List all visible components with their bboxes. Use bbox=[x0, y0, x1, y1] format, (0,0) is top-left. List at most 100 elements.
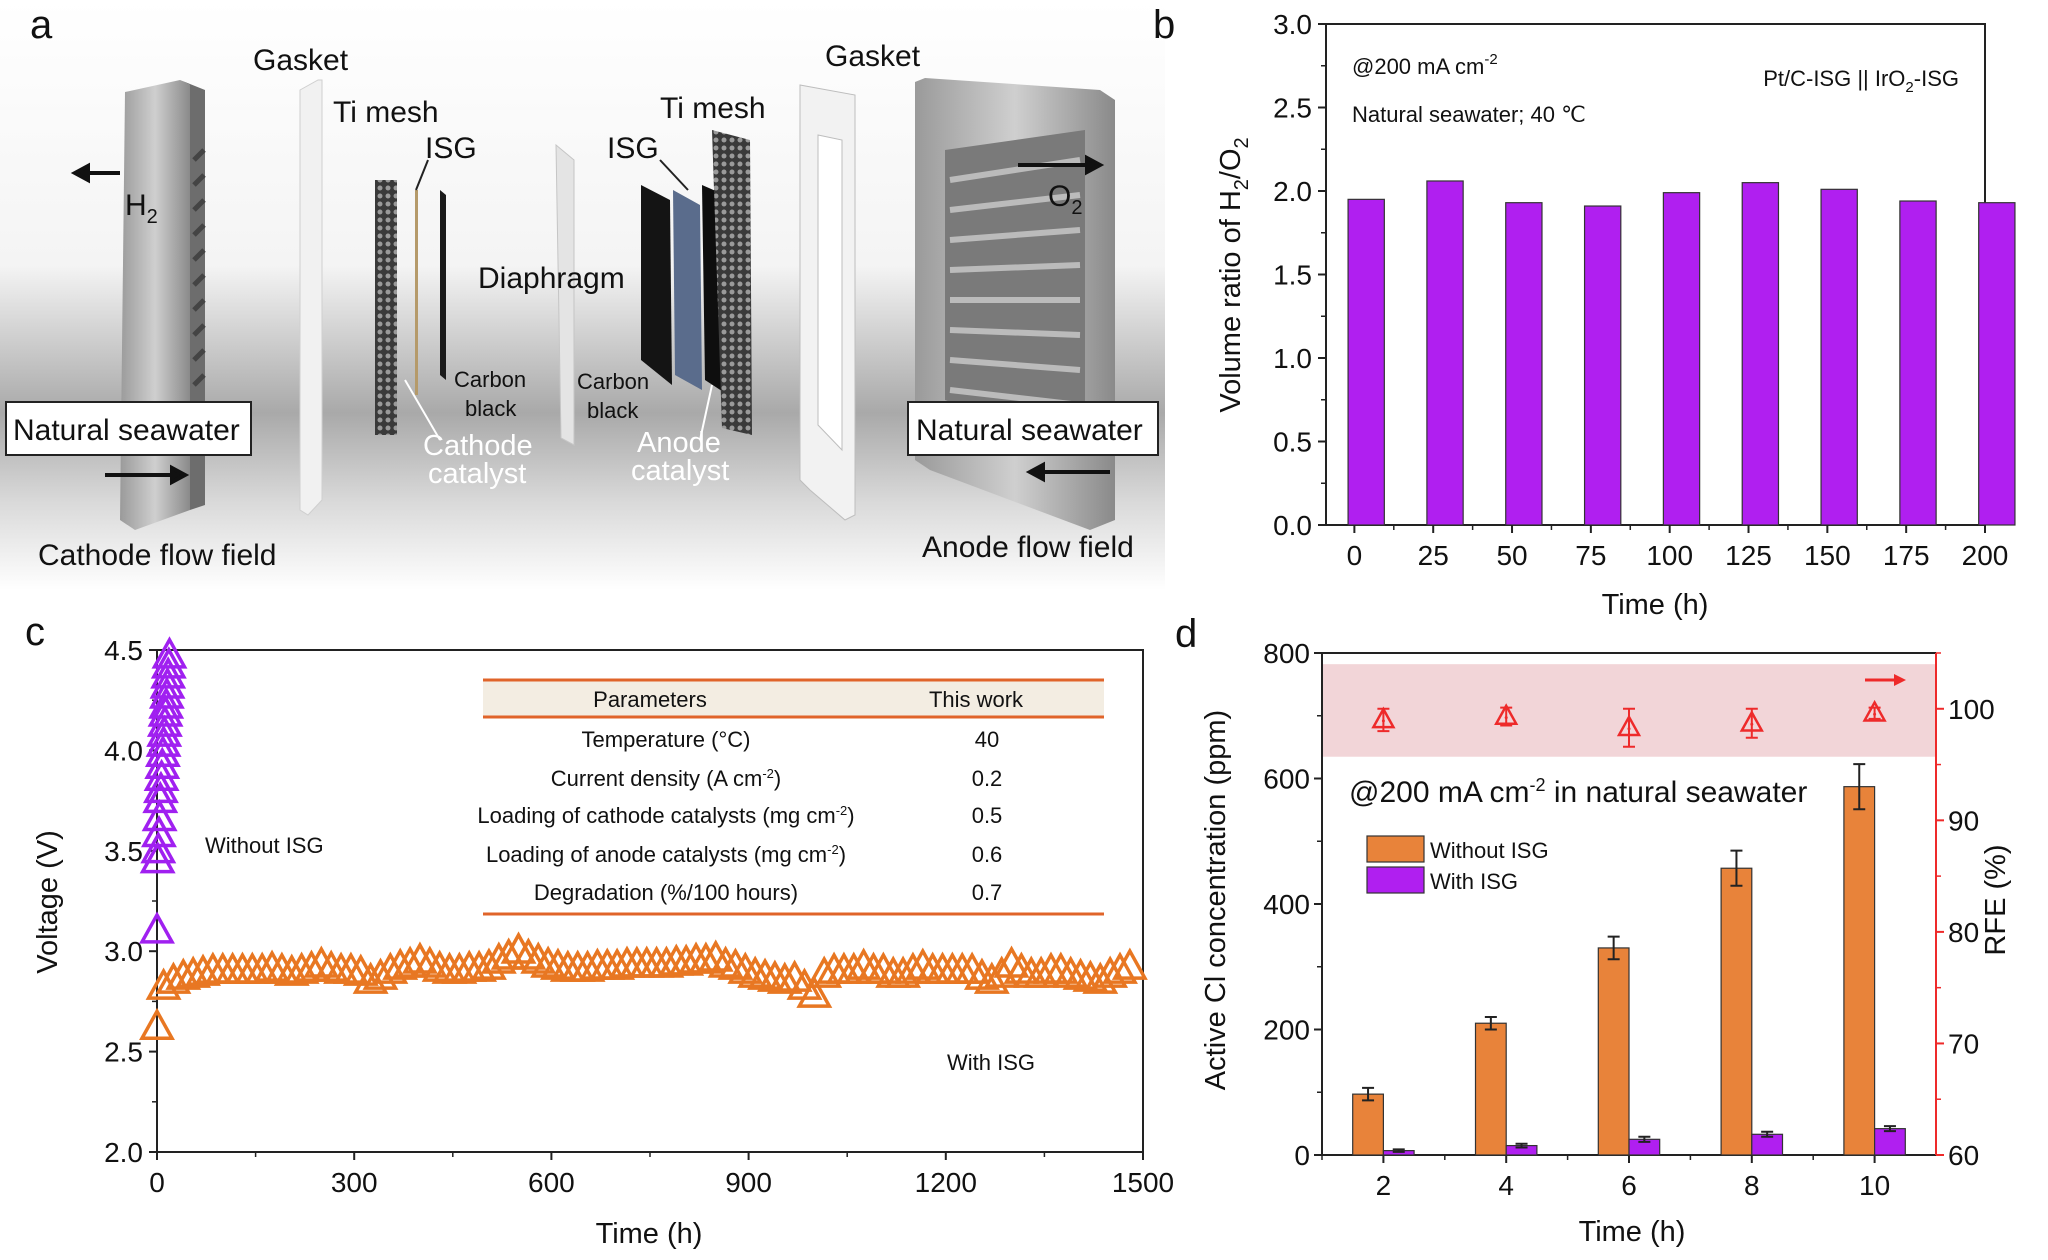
legend-swatch-with-isg bbox=[1366, 866, 1425, 894]
label-carbon-black-left-2: black bbox=[465, 396, 517, 421]
x-tick-label: 25 bbox=[1418, 540, 1449, 571]
with-isg-marker bbox=[766, 961, 803, 994]
with-isg-marker bbox=[717, 947, 754, 980]
x-axis-title-d: Time (h) bbox=[1579, 1216, 1686, 1248]
with-isg-marker bbox=[273, 953, 310, 986]
seawater-in-right-arrow-icon bbox=[1025, 461, 1045, 483]
parameters-table: Parameters This work Temperature (°C) 40 C… bbox=[477, 678, 1104, 916]
label-isg-left: ISG bbox=[425, 132, 477, 165]
error-bar bbox=[1761, 1130, 1774, 1138]
without-isg-bar bbox=[1720, 867, 1753, 1156]
plot-frame-b bbox=[1325, 23, 1986, 526]
with-isg-marker bbox=[1072, 959, 1109, 992]
x-tick-label: 50 bbox=[1496, 540, 1527, 571]
error-bar bbox=[1392, 1148, 1405, 1153]
y-tick-label: 0.5 bbox=[1273, 427, 1312, 458]
table-cell-value: 0.5 bbox=[972, 803, 1003, 828]
label-o2: O2 bbox=[1048, 180, 1082, 219]
x-tick-label: 600 bbox=[528, 1167, 575, 1198]
with-isg-marker bbox=[806, 955, 843, 988]
x-tick-label: 125 bbox=[1725, 540, 1772, 571]
with-isg-marker bbox=[1111, 947, 1148, 980]
y2-tick-label: 60 bbox=[1948, 1140, 1979, 1171]
y-tick-label: 2.5 bbox=[104, 1037, 143, 1068]
x-tick-label: 10 bbox=[1859, 1170, 1890, 1201]
with-isg-marker bbox=[520, 941, 557, 974]
y-tick-label: 0.0 bbox=[1273, 510, 1312, 541]
without-isg-marker bbox=[150, 656, 187, 689]
table-cell-parameter: Degradation (%/100 hours) bbox=[534, 880, 798, 905]
without-isg-marker bbox=[151, 636, 188, 669]
without-isg-marker bbox=[148, 676, 185, 709]
label-seawater-left: Natural seawater bbox=[13, 414, 240, 447]
annotation-current-density: @200 mA cm-2 bbox=[1352, 51, 1498, 79]
with-isg-marker bbox=[421, 949, 458, 982]
panel-c-chart: c Voltage (V) Time (h) Without ISG With … bbox=[25, 610, 1174, 1250]
with-isg-marker bbox=[796, 975, 833, 1008]
bar bbox=[1978, 202, 2016, 526]
annotation-d: @200 mA cm-2 in natural seawater bbox=[1349, 775, 1807, 809]
table-header-background bbox=[483, 681, 1104, 716]
with-isg-marker bbox=[411, 945, 448, 978]
y-tick-label: 0 bbox=[1294, 1140, 1310, 1171]
with-isg-marker bbox=[185, 953, 221, 986]
y-tick-label: 3.0 bbox=[104, 936, 143, 967]
with-isg-marker bbox=[835, 951, 872, 984]
label-cathode-catalyst-2: catalyst bbox=[428, 458, 526, 490]
with-isg-marker bbox=[747, 957, 784, 990]
table-cell-value: 0.7 bbox=[972, 880, 1003, 905]
without-isg-marker bbox=[150, 646, 187, 679]
label-h2: H2 bbox=[125, 189, 158, 228]
error-bar bbox=[1362, 1086, 1375, 1102]
y-tick-label: 4.0 bbox=[104, 735, 143, 766]
seawater-in-arrow-icon bbox=[170, 464, 190, 486]
with-isg-marker bbox=[392, 945, 429, 978]
label-cathode-catalyst-1: Cathode bbox=[423, 430, 533, 462]
y-tick-label: 600 bbox=[1263, 764, 1310, 795]
label-without-isg: Without ISG bbox=[205, 833, 324, 858]
without-isg-marker bbox=[147, 694, 184, 727]
label-with-isg: With ISG bbox=[947, 1050, 1035, 1075]
with-isg-marker bbox=[845, 947, 882, 980]
y-axis-title-c: Voltage (V) bbox=[32, 830, 64, 973]
x-tick-label: 0 bbox=[149, 1167, 165, 1198]
with-isg-marker bbox=[1042, 951, 1079, 984]
without-isg-marker bbox=[149, 666, 186, 699]
without-isg-bar bbox=[1597, 947, 1630, 1156]
bar bbox=[1662, 192, 1701, 526]
x-tick-label: 100 bbox=[1646, 540, 1693, 571]
with-isg-marker bbox=[441, 951, 478, 984]
panel-label-a: a bbox=[30, 3, 53, 47]
with-isg-marker bbox=[756, 959, 793, 992]
with-isg-marker bbox=[707, 945, 744, 978]
without-isg-marker bbox=[140, 830, 177, 864]
with-isg-bar bbox=[1873, 1128, 1906, 1156]
panel-label-d: d bbox=[1175, 612, 1197, 656]
y-tick-label: 1.5 bbox=[1273, 260, 1312, 291]
x-tick-label: 8 bbox=[1744, 1170, 1760, 1201]
y-tick-label: 200 bbox=[1263, 1015, 1310, 1046]
y2-tick-label: 80 bbox=[1948, 917, 1979, 948]
table-cell-parameter: Loading of cathode catalysts (mg cm-2) bbox=[477, 803, 854, 828]
bar bbox=[1899, 200, 1937, 526]
with-isg-marker bbox=[332, 951, 369, 984]
label-seawater-right: Natural seawater bbox=[916, 414, 1143, 447]
without-isg-bar bbox=[1352, 1093, 1384, 1156]
with-isg-marker bbox=[599, 947, 636, 980]
x-tick-label: 900 bbox=[725, 1167, 772, 1198]
y-tick-label: 2.5 bbox=[1273, 93, 1312, 124]
flow-arrows bbox=[70, 154, 1110, 486]
x-axis-title-c: Time (h) bbox=[596, 1218, 703, 1250]
legend-label-without-isg: Without ISG bbox=[1430, 838, 1549, 863]
with-isg-marker bbox=[539, 947, 576, 980]
with-isg-marker bbox=[1102, 951, 1138, 984]
label-isg-right: ISG bbox=[607, 132, 659, 165]
diaphragm bbox=[555, 143, 575, 446]
leader-lines bbox=[404, 159, 713, 441]
legend-swatch-without-isg bbox=[1366, 835, 1425, 863]
x-axis-title-b: Time (h) bbox=[1602, 589, 1709, 621]
with-isg-marker bbox=[175, 955, 212, 988]
panel-label-b: b bbox=[1153, 3, 1175, 47]
with-isg-marker bbox=[1023, 955, 1060, 988]
